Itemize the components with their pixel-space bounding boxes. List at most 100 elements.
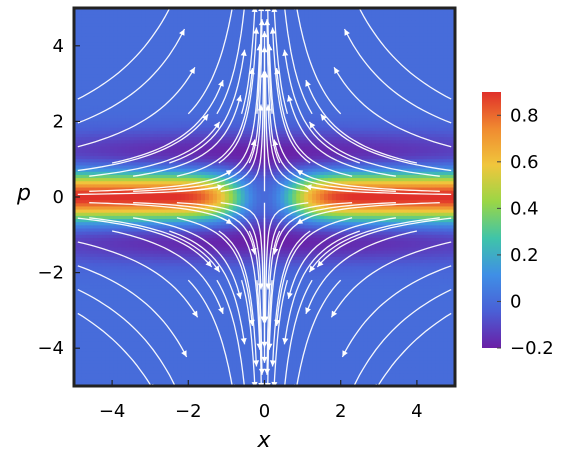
heatmap-cell bbox=[435, 26, 440, 31]
heatmap-cell bbox=[256, 152, 262, 157]
heatmap-cell bbox=[149, 80, 154, 85]
heatmap-cell bbox=[193, 137, 198, 141]
heatmap-cell bbox=[212, 105, 218, 110]
heatmap-cell bbox=[367, 52, 373, 56]
heatmap-cell bbox=[300, 83, 305, 88]
heatmap-cell bbox=[153, 152, 158, 157]
heatmap-cell bbox=[236, 17, 242, 22]
heatmap-cell bbox=[109, 140, 115, 145]
heatmap-cell bbox=[331, 48, 337, 53]
heatmap-cell bbox=[351, 30, 357, 34]
heatmap-cell bbox=[288, 20, 293, 25]
heatmap-cell bbox=[77, 36, 83, 41]
heatmap-cell bbox=[204, 8, 210, 12]
heatmap-cell bbox=[165, 48, 170, 53]
heatmap-cell bbox=[121, 58, 127, 63]
heatmap-cell bbox=[153, 8, 158, 12]
heatmap-cell bbox=[113, 42, 119, 47]
heatmap-cell bbox=[169, 118, 174, 122]
heatmap-cell bbox=[431, 111, 436, 116]
heatmap-cell bbox=[177, 156, 182, 160]
heatmap-cell bbox=[212, 77, 218, 82]
heatmap-cell bbox=[137, 159, 143, 163]
heatmap-cell bbox=[415, 39, 420, 44]
heatmap-cell bbox=[443, 127, 448, 132]
heatmap-cell bbox=[391, 26, 397, 31]
heatmap-cell bbox=[351, 127, 357, 132]
heatmap-cell bbox=[415, 17, 420, 22]
heatmap-cell bbox=[431, 30, 436, 34]
heatmap-cell bbox=[284, 152, 289, 157]
heatmap-cell bbox=[121, 67, 127, 72]
heatmap-cell bbox=[351, 74, 357, 78]
heatmap-cell bbox=[145, 140, 151, 145]
heatmap-cell bbox=[288, 33, 293, 37]
heatmap-cell bbox=[288, 93, 293, 97]
heatmap-cell bbox=[427, 93, 432, 97]
heatmap-cell bbox=[435, 23, 440, 28]
heatmap-cell bbox=[451, 45, 455, 50]
heatmap-cell bbox=[125, 39, 131, 44]
heatmap-cell bbox=[125, 67, 131, 72]
heatmap-cell bbox=[81, 48, 87, 53]
heatmap-cell bbox=[77, 162, 83, 167]
heatmap-cell bbox=[101, 42, 107, 47]
heatmap-cell bbox=[292, 159, 297, 163]
heatmap-cell bbox=[153, 42, 158, 47]
heatmap-cell bbox=[296, 124, 301, 129]
heatmap-cell bbox=[331, 64, 337, 69]
heatmap-cell bbox=[443, 64, 448, 69]
heatmap-cell bbox=[423, 20, 428, 25]
heatmap-cell bbox=[280, 121, 285, 126]
heatmap-cell bbox=[407, 111, 412, 116]
heatmap-cell bbox=[157, 156, 162, 160]
heatmap-cell bbox=[308, 30, 313, 34]
heatmap-cell bbox=[189, 64, 194, 69]
heatmap-cell bbox=[407, 55, 412, 59]
heatmap-cell bbox=[157, 93, 162, 97]
heatmap-cell bbox=[296, 159, 301, 163]
heatmap-cell bbox=[177, 86, 182, 91]
heatmap-cell bbox=[189, 48, 194, 53]
heatmap-cell bbox=[125, 124, 131, 129]
heatmap-cell bbox=[74, 156, 79, 160]
heatmap-cell bbox=[125, 33, 131, 37]
heatmap-cell bbox=[399, 36, 405, 41]
heatmap-cell bbox=[407, 124, 412, 129]
heatmap-cell bbox=[177, 102, 182, 107]
heatmap-cell bbox=[324, 162, 329, 167]
heatmap-cell bbox=[105, 36, 111, 41]
heatmap-cell bbox=[117, 45, 123, 50]
heatmap-cell bbox=[77, 93, 83, 97]
heatmap-cell bbox=[343, 42, 349, 47]
heatmap-cell bbox=[268, 52, 274, 56]
heatmap-cell bbox=[339, 20, 345, 25]
heatmap-cell bbox=[149, 159, 154, 163]
heatmap-cell bbox=[97, 149, 103, 154]
heatmap-cell bbox=[391, 127, 397, 132]
heatmap-cell bbox=[312, 83, 317, 88]
heatmap-cell bbox=[276, 45, 281, 50]
heatmap-cell bbox=[339, 111, 345, 116]
heatmap-cell bbox=[137, 67, 143, 72]
heatmap-cell bbox=[220, 108, 226, 113]
heatmap-cell bbox=[339, 55, 345, 59]
heatmap-cell bbox=[351, 115, 357, 119]
heatmap-cell bbox=[93, 124, 99, 129]
heatmap-cell bbox=[212, 20, 218, 25]
heatmap-cell bbox=[447, 64, 452, 69]
heatmap-cell bbox=[185, 55, 190, 59]
heatmap-cell bbox=[204, 99, 210, 104]
heatmap-cell bbox=[93, 83, 99, 88]
heatmap-cell bbox=[81, 77, 87, 82]
heatmap-cell bbox=[312, 36, 317, 41]
heatmap-cell bbox=[97, 64, 103, 69]
heatmap-cell bbox=[268, 33, 274, 37]
heatmap-cell bbox=[371, 14, 377, 19]
heatmap-cell bbox=[169, 121, 174, 126]
heatmap-cell bbox=[288, 152, 293, 157]
heatmap-cell bbox=[304, 118, 309, 122]
heatmap-cell bbox=[403, 111, 408, 116]
heatmap-cell bbox=[201, 55, 206, 59]
heatmap-cell bbox=[272, 105, 278, 110]
